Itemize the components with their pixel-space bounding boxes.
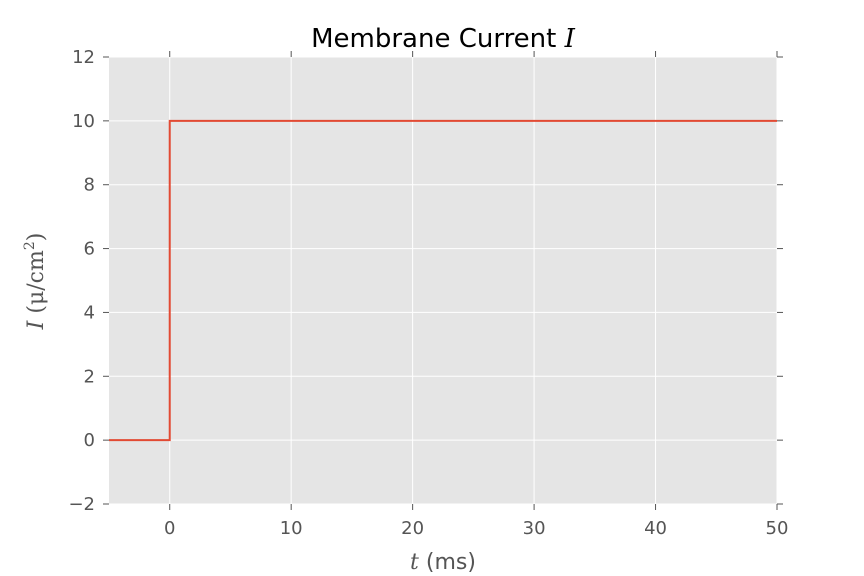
x-tick-labels: 0 10 20 30 40 50 [164, 518, 788, 539]
tick-marks [103, 51, 783, 510]
plot-area [109, 57, 777, 504]
x-tick-label: 0 [164, 518, 175, 539]
series-line [109, 119, 777, 442]
x-axis-label: t (ms) [410, 550, 476, 575]
x-tick-label: 10 [280, 518, 303, 539]
series-layer [109, 119, 777, 442]
y-tick-label: 0 [84, 430, 95, 451]
y-tick-label: −2 [68, 494, 95, 515]
y-tick-label: 2 [84, 366, 95, 387]
chart-title: Membrane Current I [311, 24, 576, 54]
y-tick-labels: −2 0 2 4 6 8 10 12 [68, 47, 95, 515]
y-tick-label: 12 [72, 47, 95, 68]
y-tick-label: 6 [84, 239, 95, 260]
y-tick-label: 4 [84, 302, 95, 323]
y-axis-label: I (μ/cm2) [22, 233, 49, 331]
y-tick-label: 10 [72, 111, 95, 132]
x-tick-label: 50 [766, 518, 789, 539]
x-tick-label: 30 [523, 518, 546, 539]
y-tick-label: 8 [84, 175, 95, 196]
x-tick-label: 40 [644, 518, 667, 539]
x-tick-label: 20 [401, 518, 424, 539]
